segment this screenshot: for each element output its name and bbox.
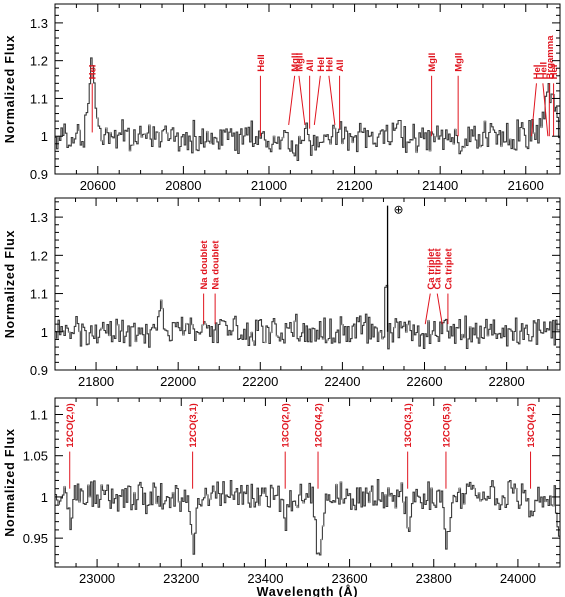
- y-tick-label: 1.2: [30, 248, 48, 263]
- line-label: Na doublet: [211, 240, 222, 290]
- axes-frame: [54, 397, 561, 568]
- axes-frame: [54, 3, 561, 175]
- line-label: 12CO(3,1): [188, 403, 199, 447]
- line-label: 12CO(4,2): [314, 403, 325, 447]
- y-tick-label: 1.05: [23, 449, 48, 464]
- spectrum-panel-3: 12CO(2,0) 12CO(3,1) 13CO(2,0) 12CO(4,2) 13CO…: [3, 397, 561, 597]
- y-tick-label: 1: [41, 129, 48, 144]
- line-marker: [298, 75, 306, 125]
- y-tick-label: 1.3: [30, 16, 48, 31]
- line-label: AlI: [335, 60, 346, 72]
- x-tick-label: 21600: [508, 178, 544, 193]
- y-tick-label: 1: [41, 325, 48, 340]
- x-tick-label: 21200: [336, 178, 372, 193]
- line-label: 13CO(2,0): [281, 403, 292, 447]
- x-tick-label: 22600: [406, 374, 442, 389]
- line-marker: [288, 75, 296, 125]
- telluric-symbol: ⊕: [394, 203, 404, 217]
- y-tick-label: 1.3: [30, 210, 48, 225]
- x-tick-label: 23800: [416, 571, 452, 586]
- line-label: MgII: [294, 53, 305, 72]
- line-label: HeI: [324, 57, 335, 72]
- x-tick-label: 22800: [489, 374, 525, 389]
- x-tick-label: 23400: [247, 571, 283, 586]
- line-label: HeII: [256, 54, 267, 71]
- y-tick-label: 1.2: [30, 54, 48, 69]
- line-marker: [424, 293, 431, 325]
- x-tick-label: 22200: [242, 374, 278, 389]
- line-label: HeI: [549, 65, 560, 80]
- line-label: MgII: [454, 53, 465, 72]
- x-tick-label: 20800: [165, 178, 201, 193]
- y-tick-label: 0.9: [30, 363, 48, 378]
- line-marker: [436, 293, 443, 325]
- line-marker: [542, 83, 549, 137]
- line-label: Ca triplet: [443, 248, 454, 290]
- x-tick-label: 23200: [163, 571, 199, 586]
- x-tick-label: 24000: [500, 571, 536, 586]
- x-tick-label: 21000: [251, 178, 287, 193]
- y-tick-label: 1: [41, 490, 48, 505]
- line-marker: [530, 83, 537, 137]
- line-label: HeI: [532, 65, 543, 80]
- line-label: Na doublet: [199, 240, 210, 290]
- x-tick-label: 22000: [160, 374, 196, 389]
- line-label: 13CO(4,2): [526, 403, 537, 447]
- x-tick-label: 21800: [78, 374, 114, 389]
- line-label: HeI: [88, 65, 99, 80]
- line-label: 12CO(2,0): [65, 403, 76, 447]
- line-label: Brgamma: [545, 35, 556, 80]
- line-marker: [313, 75, 321, 125]
- y-axis-label: Normalized Flux: [3, 230, 17, 339]
- line-label: Ca triplet: [433, 248, 444, 290]
- x-tick-label: 23600: [332, 571, 368, 586]
- x-axis-label: Wavelength (Å): [257, 584, 359, 597]
- x-tick-label: 22400: [324, 374, 360, 389]
- y-axis-label: Normalized Flux: [3, 428, 17, 537]
- y-axis-label: Normalized Flux: [3, 35, 17, 144]
- line-label: HeI: [316, 57, 327, 72]
- spectrum-line: [55, 284, 560, 350]
- line-label: Ca triplet: [426, 248, 437, 290]
- y-tick-label: 0.9: [30, 167, 48, 182]
- y-tick-label: 1.1: [30, 407, 48, 422]
- x-tick-label: 21400: [422, 178, 458, 193]
- line-label: 12CO(5,3): [441, 403, 452, 447]
- spectrum-line: [55, 479, 560, 556]
- line-label: HeII: [538, 62, 549, 79]
- line-label: MgII: [290, 53, 301, 72]
- line-label: AlI: [305, 60, 316, 72]
- y-tick-label: 0.95: [23, 531, 48, 546]
- y-tick-label: 1.1: [30, 91, 48, 106]
- line-label: 13CO(3,1): [403, 403, 414, 447]
- x-tick-label: 20600: [80, 178, 116, 193]
- spectrum-line: [55, 57, 560, 162]
- y-tick-label: 1.1: [30, 287, 48, 302]
- line-marker: [328, 75, 336, 125]
- line-label: MgII: [427, 53, 438, 72]
- x-tick-label: 23000: [79, 571, 115, 586]
- spectrum-highlight: [58, 481, 555, 541]
- axes-frame: [54, 197, 561, 371]
